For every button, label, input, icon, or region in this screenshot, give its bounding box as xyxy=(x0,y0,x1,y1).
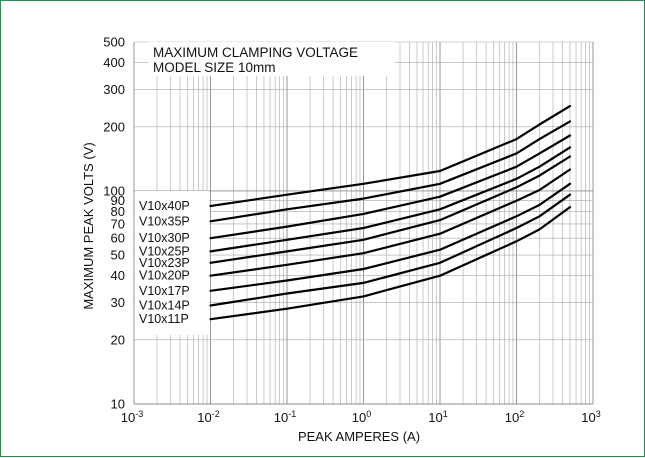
chart-subtitle: MODEL SIZE 10mm xyxy=(153,60,276,75)
y-tick-label: 80 xyxy=(111,204,125,219)
y-tick-label: 500 xyxy=(103,35,125,50)
series-label-v10x25p: V10x25P xyxy=(139,244,190,258)
series-label-v10x23p: V10x23P xyxy=(139,256,190,270)
y-tick-label: 50 xyxy=(111,248,125,263)
y-tick-label: 100 xyxy=(103,183,125,198)
series-label-v10x14p: V10x14P xyxy=(139,299,190,313)
series-label-v10x35p: V10x35P xyxy=(139,214,190,228)
y-axis-label: MAXIMUM PEAK VOLTS (V) xyxy=(81,142,96,309)
y-tick-label: 40 xyxy=(111,268,125,283)
x-tick-label: 100 xyxy=(352,409,371,425)
series-line-v10x14p xyxy=(209,193,572,307)
legend-box xyxy=(135,191,209,335)
series-line-v10x25p xyxy=(209,146,572,253)
series-line-v10x30p xyxy=(209,134,572,240)
y-tick-label: 90 xyxy=(111,193,125,208)
x-tick-labels: 10-3 10-2 10-1 100 101 102 103 xyxy=(121,409,601,425)
series-line-v10x20p xyxy=(209,168,572,277)
series-line-v10x17p xyxy=(209,182,572,292)
x-axis-label: PEAK AMPERES (A) xyxy=(298,429,420,444)
series-label-v10x40p: V10x40P xyxy=(139,199,190,213)
y-tick-label: 70 xyxy=(111,216,125,231)
chart-title: MAXIMUM CLAMPING VOLTAGE xyxy=(153,45,358,60)
y-tick-label: 10 xyxy=(111,397,125,412)
x-tick-label: 102 xyxy=(505,409,524,425)
y-tick-label: 300 xyxy=(103,82,125,97)
title-box xyxy=(148,42,395,76)
series-line-v10x11p xyxy=(209,206,572,321)
x-tick-label: 10-3 xyxy=(121,409,143,425)
x-tick-label: 10-2 xyxy=(197,409,219,425)
x-tick-label: 101 xyxy=(428,409,447,425)
y-tick-label: 60 xyxy=(111,231,125,246)
series-label-v10x30p: V10x30P xyxy=(139,231,190,245)
x-tick-label: 10-1 xyxy=(274,409,296,425)
series-line-v10x35p xyxy=(209,120,572,223)
x-tick-label: 103 xyxy=(581,409,600,425)
y-tick-label: 400 xyxy=(103,55,125,70)
series-label-v10x11p: V10x11P xyxy=(139,312,189,326)
series-label-v10x20p: V10x20P xyxy=(139,269,190,283)
y-tick-label: 30 xyxy=(111,295,125,310)
series-label-v10x17p: V10x17P xyxy=(139,284,190,298)
y-tick-label: 200 xyxy=(103,119,125,134)
series-line-v10x23p xyxy=(209,155,572,264)
series-line-v10x40p xyxy=(209,104,572,208)
y-tick-label: 20 xyxy=(111,332,125,347)
series-curves xyxy=(209,104,572,321)
